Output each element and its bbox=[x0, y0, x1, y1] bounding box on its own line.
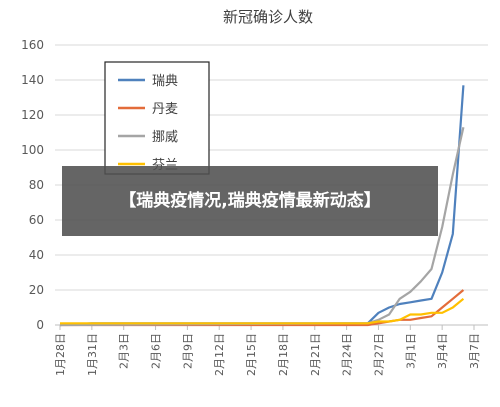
y-tick-label: 120 bbox=[21, 108, 44, 122]
x-tick-label: 2月21日 bbox=[309, 333, 322, 376]
headline-text: 【瑞典疫情况,瑞典疫情最新动态】 bbox=[119, 191, 381, 211]
x-tick-label: 2月6日 bbox=[150, 333, 163, 369]
legend-label: 瑞典 bbox=[152, 74, 178, 89]
chart-title: 新冠确诊人数 bbox=[223, 8, 313, 26]
x-tick-label: 2月12日 bbox=[213, 333, 226, 376]
series-layer bbox=[59, 85, 465, 327]
series-line bbox=[60, 289, 465, 327]
x-tick-label: 2月24日 bbox=[341, 333, 354, 376]
y-tick-label: 160 bbox=[21, 38, 44, 52]
legend-label: 挪威 bbox=[152, 130, 178, 145]
y-tick-label: 40 bbox=[29, 248, 44, 262]
x-tick-label: 1月28日 bbox=[54, 333, 67, 376]
y-tick-label: 60 bbox=[29, 213, 44, 227]
series-line bbox=[60, 297, 465, 325]
x-axis: 1月28日 1月31日 2月3日 2月6日 2月9日 2月12日 2月15日 2月18日 2月2… bbox=[54, 325, 481, 376]
y-tick-label: 100 bbox=[21, 143, 44, 157]
y-tick-label: 20 bbox=[29, 283, 44, 297]
y-axis: 0 20 40 60 80 100 120 140 160 bbox=[21, 38, 44, 332]
series-line bbox=[59, 127, 465, 327]
x-tick-label: 2月9日 bbox=[181, 333, 194, 369]
x-tick-label: 3月7日 bbox=[468, 333, 481, 369]
legend: 瑞典丹麦挪威芬兰 bbox=[104, 61, 210, 175]
y-tick-label: 140 bbox=[21, 73, 44, 87]
x-tick-label: 3月1日 bbox=[404, 333, 417, 369]
x-tick-label: 2月27日 bbox=[372, 333, 385, 376]
x-tick-label: 1月31日 bbox=[86, 333, 99, 376]
x-tick-label: 2月18日 bbox=[277, 333, 290, 376]
x-tick-label: 2月3日 bbox=[118, 333, 131, 369]
y-tick-label: 80 bbox=[29, 178, 44, 192]
headline-banner: 【瑞典疫情况,瑞典疫情最新动态】 bbox=[62, 166, 438, 236]
x-tick-label: 3月4日 bbox=[436, 333, 449, 369]
legend-label: 丹麦 bbox=[152, 102, 178, 117]
y-tick-label: 0 bbox=[36, 318, 44, 332]
x-tick-label: 2月15日 bbox=[245, 333, 258, 376]
